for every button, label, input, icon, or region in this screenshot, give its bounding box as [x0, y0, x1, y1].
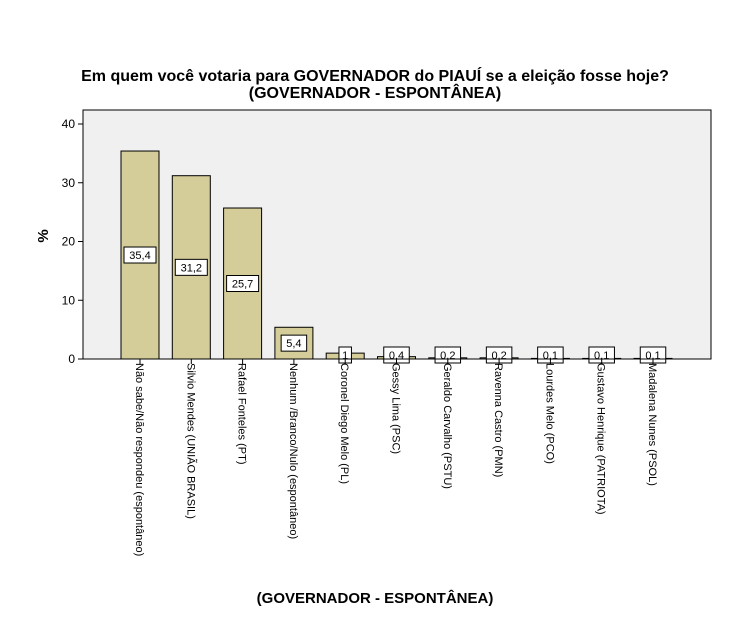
category-label: Não sabe/Não respondeu (espontâneo)	[133, 363, 145, 556]
value-label-box	[174, 258, 208, 276]
y-axis: 0 10 20 30 40	[62, 110, 84, 366]
x-axis-labels: Não sabe/Não respondeu (espontâneo) Silvi…	[133, 359, 658, 556]
y-axis-title: %	[35, 229, 52, 242]
category-label: Rafael Fonteles (PT)	[236, 363, 248, 464]
x-axis-title: (GOVERNADOR - ESPONTÂNEA)	[256, 590, 494, 607]
value-label: 31,2	[181, 262, 202, 274]
y-tick-label: 10	[62, 293, 76, 307]
chart-title-line1: Em quem você votaria para GOVERNADOR do …	[81, 68, 669, 85]
category-label: Nenhum /Branco/Nulo (espontâneo)	[287, 363, 299, 539]
value-label: 35,4	[129, 250, 150, 262]
category-label: Coronel Diego Melo (PL)	[338, 363, 350, 484]
chart-title: Em quem você votaria para GOVERNADOR do …	[0, 68, 750, 102]
value-label-box	[226, 275, 260, 293]
category-label: Lourdes Melo (PCO)	[543, 363, 555, 464]
value-label: 25,7	[232, 279, 253, 291]
chart-title-line2: (GOVERNADOR - ESPONTÂNEA)	[248, 85, 502, 102]
category-label: Geraldo Carvalho (PSTU)	[441, 363, 453, 489]
value-label: 5,4	[286, 338, 301, 350]
category-label: Gustavo Henrique (PATRIOTA)	[595, 363, 607, 515]
y-tick-label: 30	[62, 176, 76, 190]
value-label-box	[123, 246, 157, 264]
category-label: Gessy Lima (PSC)	[390, 363, 402, 454]
y-tick-label: 40	[62, 117, 76, 131]
y-tick-label: 20	[62, 235, 76, 249]
value-label: 1	[342, 350, 348, 362]
category-label: Ravenna Castro (PMN)	[492, 363, 504, 477]
category-label: Madalena Nunes (PSOL)	[646, 363, 658, 486]
category-label: Silvio Mendes (UNIÃO BRASIL)	[184, 363, 197, 519]
y-tick-label: 0	[68, 352, 75, 366]
value-label-box	[280, 334, 308, 352]
bars-group: 35,431,225,75,41 0,4 0,2 0,2 0,1 0,1 0,1	[120, 150, 673, 364]
